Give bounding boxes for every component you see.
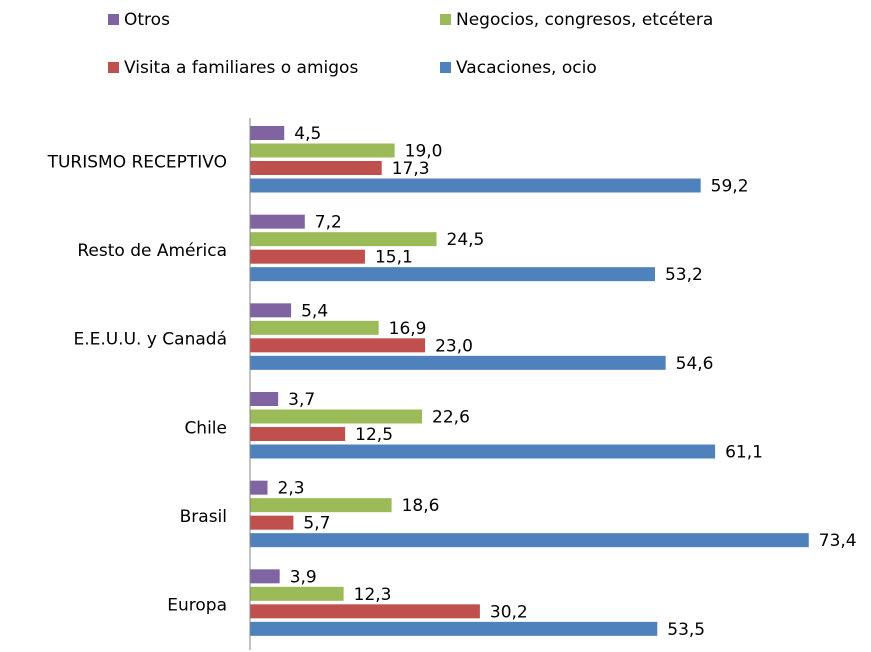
y-tick-label: Europa: [167, 596, 227, 616]
value-label: 12,3: [354, 585, 392, 605]
bar: [250, 303, 292, 318]
value-label: 22,6: [432, 408, 470, 428]
bar: [250, 604, 480, 619]
bar: [250, 498, 392, 513]
value-label: 16,9: [389, 319, 427, 339]
value-label: 59,2: [711, 177, 749, 197]
bar: [250, 515, 294, 530]
value-label: 61,1: [725, 443, 763, 463]
bar: [250, 214, 305, 229]
value-label: 2,3: [278, 479, 305, 499]
value-label: 53,2: [665, 265, 703, 285]
y-tick-label: Resto de América: [77, 241, 227, 261]
value-label: 17,3: [392, 159, 430, 179]
y-tick-label: E.E.U.U. y Canadá: [73, 330, 227, 350]
bar: [250, 267, 655, 282]
value-label: 23,0: [435, 336, 473, 356]
bar: [250, 355, 666, 370]
bar: [250, 320, 379, 335]
value-label: 54,6: [676, 354, 714, 374]
value-label: 3,7: [288, 390, 315, 410]
value-label: 18,6: [402, 496, 440, 516]
bar: [250, 569, 280, 584]
value-label: 24,5: [447, 230, 485, 250]
bar: [250, 249, 365, 264]
bar: [250, 338, 426, 353]
bar: [250, 392, 279, 406]
bar: [250, 126, 285, 140]
legend-label: Vacaciones, ocio: [456, 58, 597, 78]
value-label: 15,1: [375, 248, 413, 268]
legend-swatch: [108, 62, 119, 73]
bar: [250, 586, 344, 601]
bar: [250, 232, 437, 247]
value-label: 7,2: [315, 213, 342, 233]
y-tick-label: Brasil: [180, 507, 227, 527]
value-label: 53,5: [667, 620, 705, 640]
bar: [250, 533, 809, 548]
value-label: 73,4: [819, 531, 857, 551]
bar: [250, 621, 658, 636]
bar: [250, 161, 382, 175]
bar: [250, 427, 346, 441]
value-label: 19,0: [405, 142, 443, 162]
value-label: 4,5: [294, 124, 321, 144]
legend-label: Otros: [124, 10, 170, 30]
legend-label: Negocios, congresos, etcétera: [456, 10, 713, 30]
bar: [250, 480, 268, 495]
value-label: 12,5: [355, 425, 393, 445]
bar: [250, 409, 423, 424]
y-tick-label: Chile: [184, 418, 227, 438]
bar: [250, 444, 716, 459]
legend-label: Visita a familiares o amigos: [124, 58, 358, 78]
value-label: 5,4: [301, 301, 328, 321]
bar: [250, 143, 395, 158]
bar: [250, 178, 701, 193]
legend-swatch: [440, 62, 451, 73]
value-label: 30,2: [490, 602, 528, 622]
legend-swatch: [440, 14, 451, 25]
value-label: 3,9: [290, 567, 317, 587]
legend-swatch: [108, 14, 119, 25]
value-label: 5,7: [303, 514, 330, 534]
y-tick-label: TURISMO RECEPTIVO: [47, 152, 227, 172]
